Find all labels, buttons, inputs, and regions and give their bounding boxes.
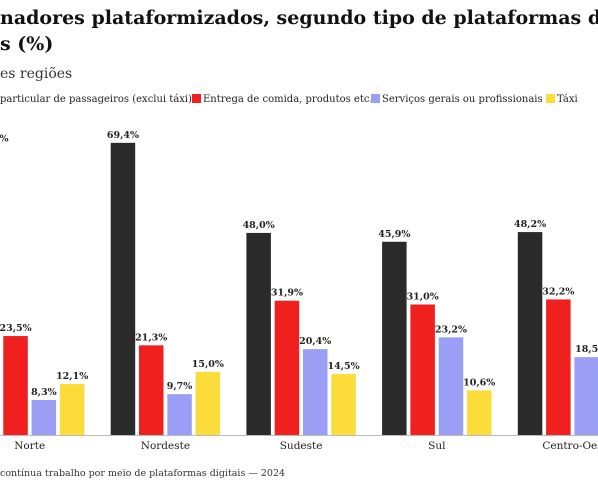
bar bbox=[303, 349, 328, 435]
x-tick-label: Nordeste bbox=[141, 440, 190, 452]
value-label: 18,5 bbox=[575, 344, 598, 355]
bar bbox=[274, 300, 300, 435]
bar bbox=[3, 336, 28, 435]
legend-label: Táxi bbox=[557, 94, 578, 105]
bar bbox=[195, 371, 221, 435]
value-label: 10,6% bbox=[463, 377, 495, 388]
bar bbox=[438, 337, 464, 435]
legend-label: Entrega de comida, produtos etc. bbox=[203, 94, 373, 105]
value-label: 23,2% bbox=[435, 324, 467, 335]
x-tick-label: Centro-Oes bbox=[542, 440, 598, 452]
chart-subtitle: es regiões bbox=[0, 66, 72, 82]
bar bbox=[410, 304, 435, 435]
x-tick-label: Sul bbox=[428, 440, 446, 452]
value-label: 14,5% bbox=[327, 361, 359, 372]
value-label: 48,0% bbox=[243, 220, 275, 231]
legend-label: particular de passageiros (exclui táxi) bbox=[0, 94, 192, 105]
bar bbox=[246, 232, 271, 435]
bar bbox=[467, 390, 492, 435]
value-label: 9,7% bbox=[167, 381, 193, 392]
value-label: 12,1% bbox=[56, 371, 88, 382]
chart-title: nadores plataformizados, segundo tipo de… bbox=[0, 7, 598, 29]
value-label: 31,9% bbox=[271, 288, 303, 299]
bar bbox=[167, 394, 192, 435]
bar bbox=[331, 373, 356, 435]
legend-swatch bbox=[371, 94, 380, 103]
value-label: % bbox=[0, 134, 9, 145]
value-label: 48,2% bbox=[514, 219, 546, 230]
source: contínua trabalho por meio de plataforma… bbox=[0, 468, 285, 479]
legend-swatch bbox=[546, 94, 555, 103]
legend-swatch bbox=[192, 94, 201, 103]
value-label: 32,2% bbox=[542, 286, 574, 297]
bar bbox=[110, 142, 136, 436]
bar bbox=[517, 232, 543, 435]
bar bbox=[139, 345, 164, 435]
value-label: 23,5% bbox=[0, 323, 32, 334]
bar bbox=[574, 357, 598, 435]
bar bbox=[382, 241, 407, 435]
bar bbox=[31, 400, 57, 435]
value-label: 21,3% bbox=[135, 332, 167, 343]
value-label: 31,0% bbox=[407, 291, 439, 302]
value-label: 69,4% bbox=[107, 130, 139, 141]
legend-label: Serviços gerais ou profissionais bbox=[382, 94, 543, 105]
x-tick-label: Norte bbox=[14, 440, 45, 452]
x-tick-label: Sudeste bbox=[280, 440, 323, 452]
value-label: 45,9% bbox=[378, 229, 410, 240]
value-label: 15,0% bbox=[192, 359, 224, 370]
chart-title: s (%) bbox=[0, 33, 53, 55]
value-label: 8,3% bbox=[31, 387, 57, 398]
bar bbox=[546, 299, 571, 435]
bar bbox=[59, 384, 85, 435]
value-label: 20,4% bbox=[299, 336, 331, 347]
